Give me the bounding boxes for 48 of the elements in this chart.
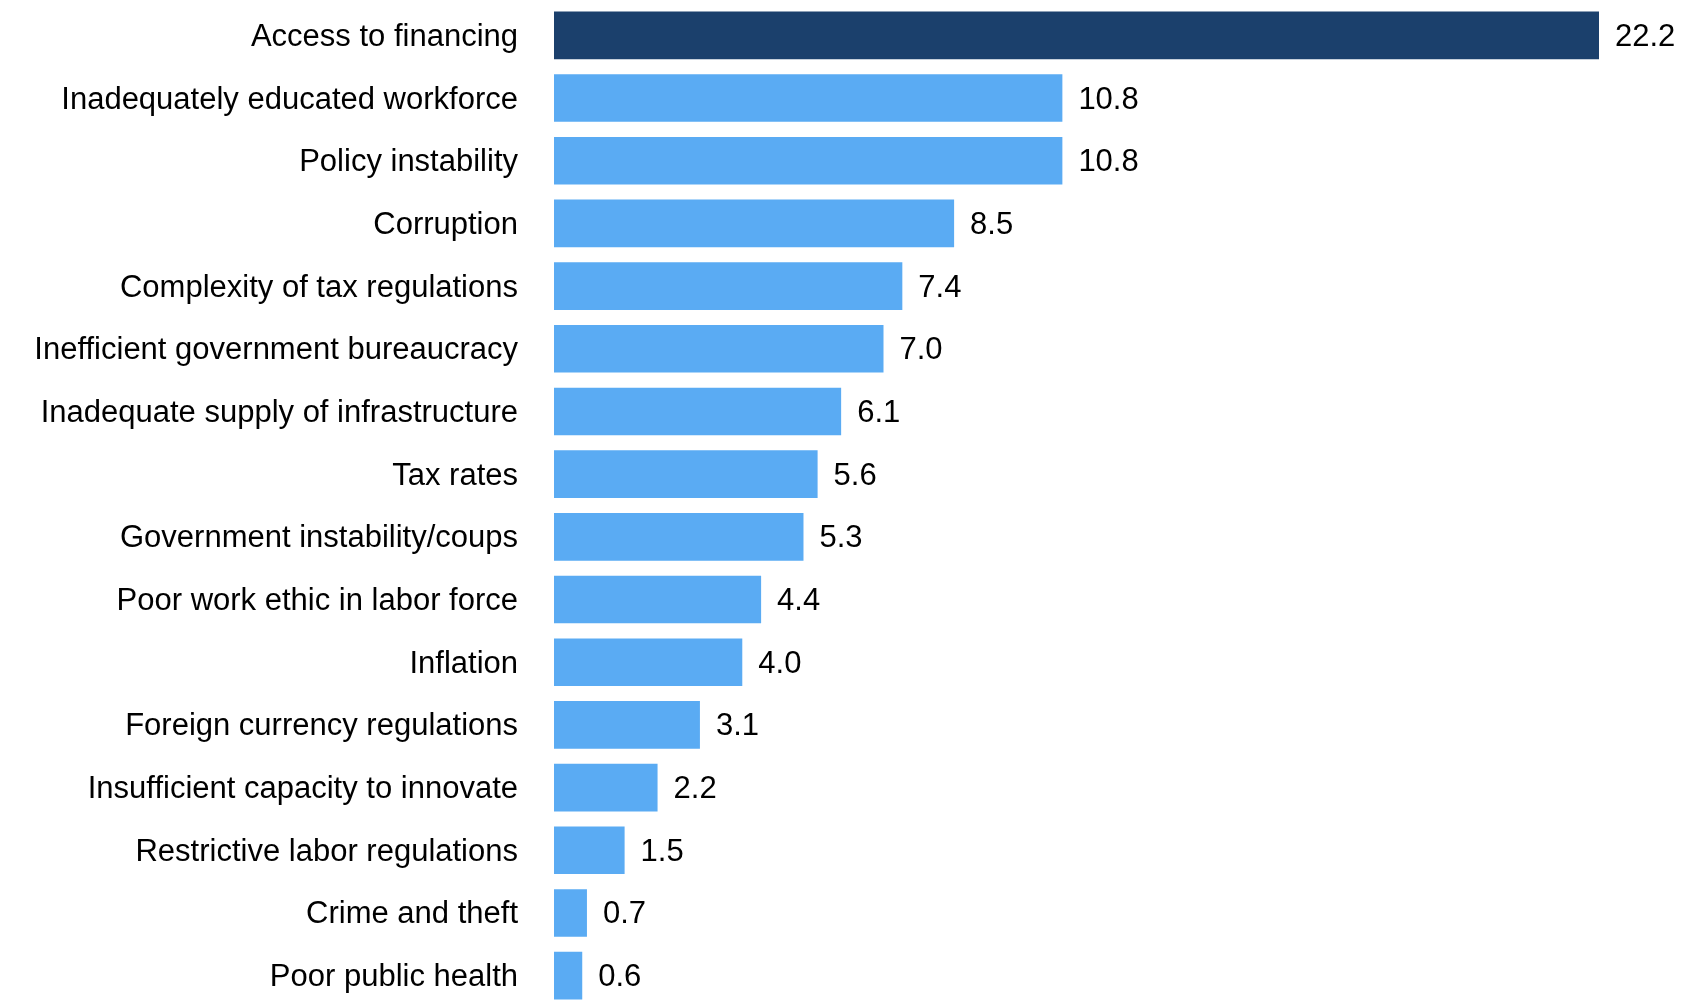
data-label: 3.1 [715, 707, 760, 743]
data-label: 10.8 [1078, 80, 1139, 116]
y-tick-label: Inefficient government bureaucracy [34, 331, 519, 367]
data-label: 8.5 [970, 205, 1014, 241]
y-tick-label: Crime and theft [306, 895, 519, 931]
bar [554, 324, 884, 373]
bar [554, 826, 625, 875]
bar [554, 199, 955, 248]
bar [554, 763, 658, 812]
bar [554, 701, 700, 749]
y-tick-label: Restrictive labor regulations [135, 832, 518, 868]
bar [554, 450, 818, 498]
y-tick-label: Corruption [373, 205, 518, 241]
data-label: 22.2 [1615, 17, 1676, 53]
data-label: 1.5 [640, 832, 684, 868]
y-tick-label: Inadequately educated workforce [61, 80, 518, 116]
data-label: 2.2 [673, 770, 717, 806]
bar [554, 889, 587, 937]
data-label: 7.4 [918, 268, 962, 304]
bar [554, 951, 583, 1000]
y-tick-label: Poor public health [269, 958, 518, 994]
y-tick-label: Poor work ethic in labor force [116, 582, 518, 618]
y-tick-label: Policy instability [299, 143, 519, 179]
bar [554, 513, 804, 561]
data-label: 6.1 [857, 393, 901, 429]
data-label: 5.6 [833, 456, 877, 492]
data-label: 0.7 [602, 895, 647, 931]
y-tick-label: Inflation [409, 644, 518, 680]
data-label: 10.8 [1078, 143, 1139, 179]
y-tick-label: Access to financing [250, 17, 518, 53]
data-label: 4.4 [777, 582, 821, 618]
data-label: 7.0 [899, 331, 943, 367]
bar [554, 575, 762, 624]
y-tick-label: Inadequate supply of infrastructure [40, 393, 518, 429]
data-label: 4.0 [758, 644, 802, 680]
y-tick-label: Insufficient capacity to innovate [87, 770, 518, 806]
y-tick-label: Complexity of tax regulations [119, 268, 518, 304]
data-label: 5.3 [819, 519, 863, 555]
bar [554, 387, 842, 436]
bar [554, 11, 1599, 60]
bar [554, 262, 903, 310]
y-tick-label: Tax rates [392, 456, 518, 492]
data-label: 0.6 [598, 958, 642, 994]
bar [554, 136, 1063, 185]
y-tick-label: Government instability/coups [119, 519, 518, 555]
bar [554, 74, 1063, 122]
y-tick-label: Foreign currency regulations [125, 707, 518, 743]
bar [554, 638, 743, 687]
